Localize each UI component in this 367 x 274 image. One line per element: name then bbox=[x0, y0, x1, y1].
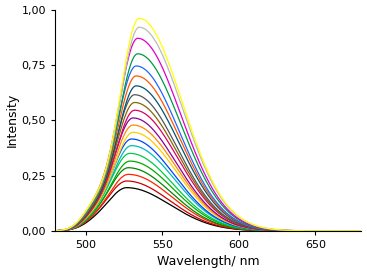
X-axis label: Wavelength/ nm: Wavelength/ nm bbox=[157, 255, 259, 269]
Y-axis label: Intensity: Intensity bbox=[6, 93, 19, 147]
